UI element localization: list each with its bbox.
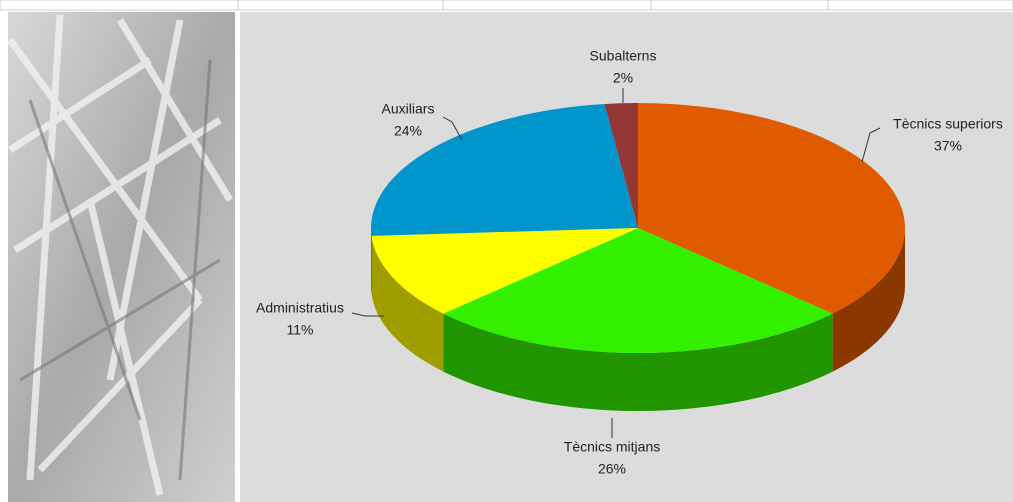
slice-percent: 26% [598,461,626,477]
slice-side [832,228,905,372]
slice-percent: 11% [287,322,314,338]
slice-percent: 24% [394,123,422,139]
slice-name: Administratius [256,300,344,316]
shredded-paper-image [7,12,235,502]
pie [371,103,906,411]
slice [638,103,906,314]
slice [371,103,638,236]
slice-percent: 37% [934,138,962,154]
slice [371,228,638,314]
slice-name: Tècnics mitjans [564,439,660,455]
slice-side [443,313,833,411]
slice-name: Auxiliars [382,101,435,117]
leader-lines [351,88,881,438]
table-header [0,0,1013,11]
slice [443,228,833,353]
slice [604,103,638,228]
slice-side [371,235,444,372]
slice-name: Subalterns [590,48,657,64]
slice-side [371,228,372,294]
slice-percent: 2% [613,70,633,86]
slice-name: Tècnics superiors [893,116,1003,132]
